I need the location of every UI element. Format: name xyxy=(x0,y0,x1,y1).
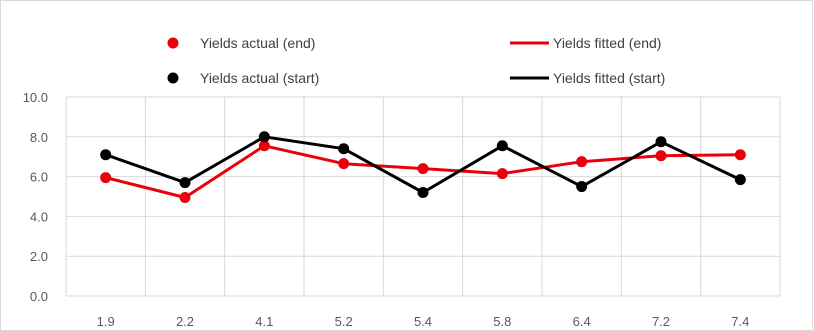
data-point-series-0 xyxy=(734,149,746,161)
data-point-series-2 xyxy=(576,181,588,193)
data-point-series-0 xyxy=(417,163,429,175)
data-point-series-2 xyxy=(734,174,746,186)
data-point-series-2 xyxy=(179,177,191,189)
data-point-series-0 xyxy=(338,158,350,170)
data-point-series-2 xyxy=(258,131,270,143)
x-tick-label: 4.1 xyxy=(255,314,273,329)
legend-marker-actual-start xyxy=(167,72,179,84)
legend-item-fitted-end: Yields fitted (end) xyxy=(510,35,661,51)
legend-label-actual-end: Yields actual (end) xyxy=(200,35,315,51)
data-point-series-2 xyxy=(496,140,508,152)
y-tick-label: 0.0 xyxy=(30,289,48,304)
y-tick-label: 8.0 xyxy=(30,130,48,145)
data-point-series-0 xyxy=(576,156,588,168)
x-tick-label: 5.8 xyxy=(493,314,511,329)
y-tick-label: 2.0 xyxy=(30,249,48,264)
data-point-series-2 xyxy=(417,187,429,199)
grid xyxy=(65,96,781,297)
x-tick-label: 1.9 xyxy=(97,314,115,329)
y-tick-label: 6.0 xyxy=(30,170,48,185)
data-point-series-2 xyxy=(338,143,350,155)
y-axis: 0.0 2.0 4.0 6.0 8.0 10.0 xyxy=(23,90,48,304)
data-point-series-0 xyxy=(100,172,112,184)
legend: Yields actual (end) Yields fitted (end) … xyxy=(167,35,665,86)
legend-label-fitted-start: Yields fitted (start) xyxy=(553,70,665,86)
y-tick-label: 10.0 xyxy=(23,90,48,105)
data-point-series-0 xyxy=(258,140,270,152)
data-point-series-2 xyxy=(100,149,112,161)
plot-area xyxy=(100,131,746,203)
data-point-series-0 xyxy=(179,191,191,203)
data-point-series-0 xyxy=(496,168,508,180)
data-point-series-2 xyxy=(655,136,667,148)
legend-item-fitted-start: Yields fitted (start) xyxy=(510,70,665,86)
legend-item-actual-start: Yields actual (start) xyxy=(167,70,319,86)
x-tick-label: 7.4 xyxy=(731,314,749,329)
x-tick-label: 5.4 xyxy=(414,314,432,329)
x-tick-label: 6.4 xyxy=(573,314,591,329)
x-tick-label: 5.2 xyxy=(335,314,353,329)
x-axis: 1.9 2.2 4.1 5.2 5.4 5.8 6.4 7.2 7.4 xyxy=(97,314,750,329)
legend-label-fitted-end: Yields fitted (end) xyxy=(553,35,661,51)
x-tick-label: 7.2 xyxy=(652,314,670,329)
x-tick-label: 2.2 xyxy=(176,314,194,329)
y-tick-label: 4.0 xyxy=(30,209,48,224)
legend-marker-actual-end xyxy=(167,37,179,49)
legend-label-actual-start: Yields actual (start) xyxy=(200,70,319,86)
data-point-series-0 xyxy=(655,150,667,162)
legend-item-actual-end: Yields actual (end) xyxy=(167,35,315,51)
